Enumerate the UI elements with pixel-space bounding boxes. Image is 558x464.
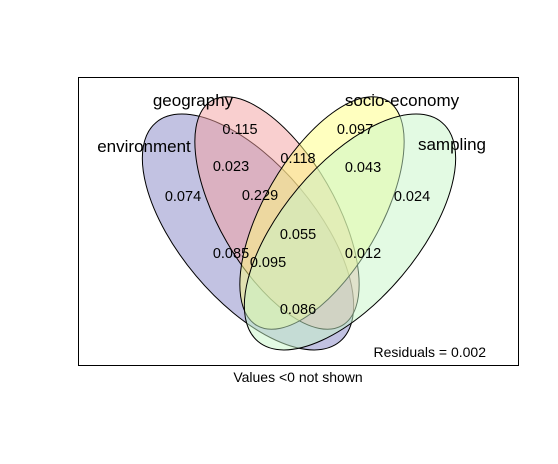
set-label-socio-economy: socio-economy (345, 91, 460, 110)
residuals-text: Residuals = 0.002 (374, 344, 487, 360)
footnote-text: Values <0 not shown (233, 369, 362, 385)
ellipse-sampling (243, 113, 457, 351)
region-value-socio-economy-sampling: 0.043 (345, 160, 381, 176)
region-value-environment-socio-economy: 0.085 (213, 246, 249, 262)
region-value-socio-economy-only: 0.097 (337, 122, 373, 138)
region-value-environment-socio-economy-sampling: 0.095 (250, 255, 286, 271)
plot-frame (78, 77, 519, 366)
set-label-sampling: sampling (418, 135, 486, 154)
region-value-geography-socio-economy: 0.118 (280, 151, 315, 167)
region-value-sampling-only: 0.024 (394, 189, 430, 205)
region-value-geography-socio-economy-sampling: 0.012 (345, 246, 381, 262)
set-label-geography: geography (153, 91, 234, 110)
region-value-environment-geography-socio-economy: 0.229 (242, 188, 278, 204)
region-value-environment-sampling: 0.086 (280, 302, 316, 318)
region-value-environment-geography: 0.023 (213, 159, 249, 175)
region-value-all-four: 0.055 (280, 227, 316, 243)
region-value-geography-only: 0.115 (222, 122, 257, 138)
set-label-environment: environment (97, 137, 191, 156)
region-value-environment-only: 0.074 (165, 189, 201, 205)
set-ellipses (141, 96, 457, 351)
